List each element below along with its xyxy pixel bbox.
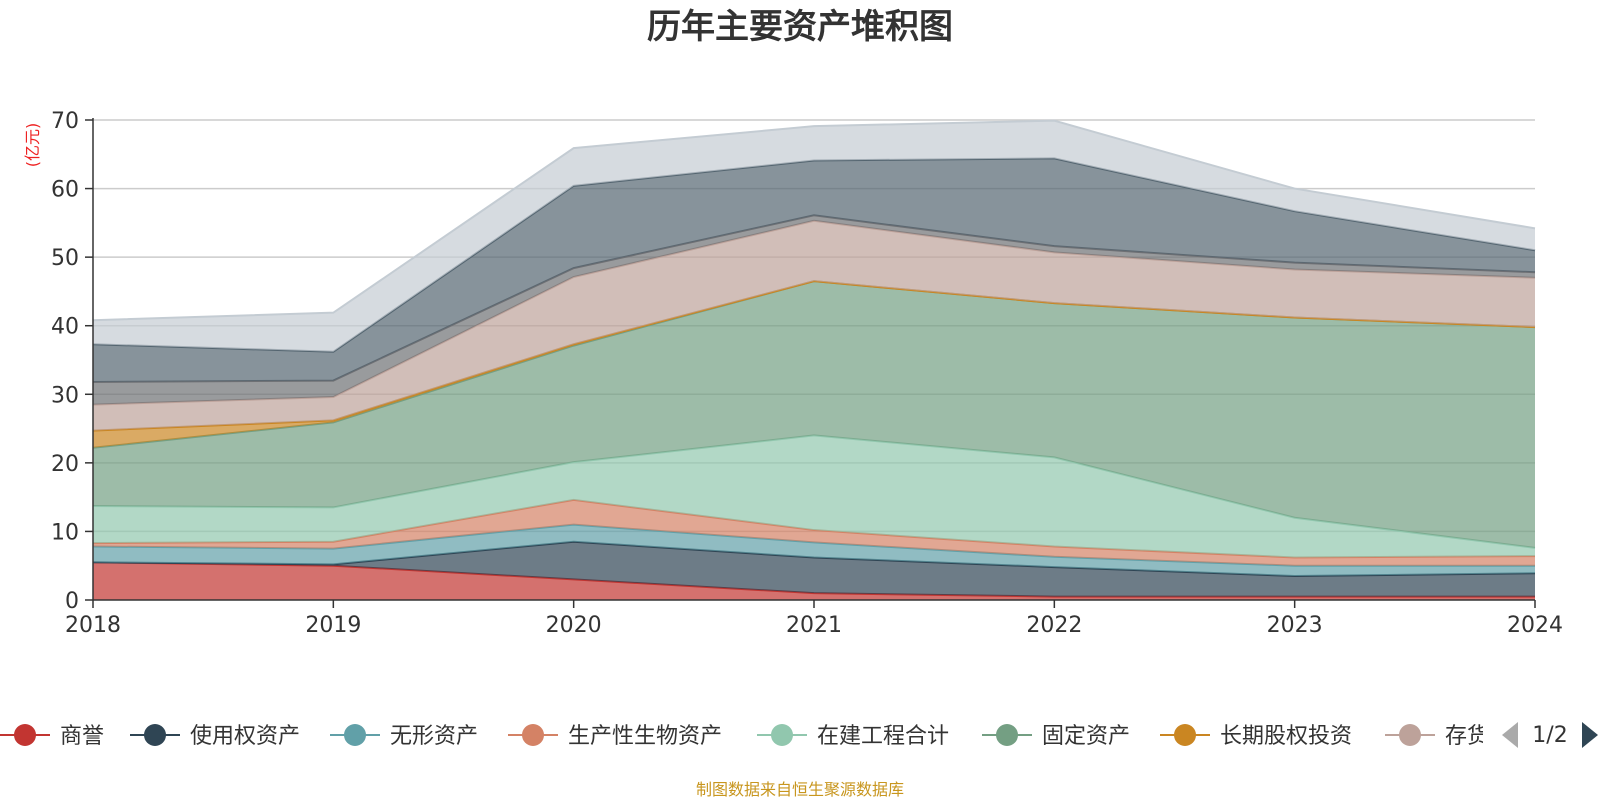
- legend-marker-icon: [344, 724, 366, 746]
- y-tick-label: 50: [51, 246, 79, 271]
- y-tick-label: 40: [51, 315, 79, 340]
- legend-label: 存货: [1445, 724, 1489, 749]
- area-series-0: [93, 562, 1535, 600]
- x-tick-label: 2023: [1267, 613, 1323, 638]
- legend-item-7[interactable]: 存货: [1385, 724, 1489, 749]
- y-tick-label: 30: [51, 383, 79, 408]
- legend-label: 生产性生物资产: [568, 724, 722, 749]
- legend-label: 商誉: [60, 724, 104, 749]
- y-tick-label: 20: [51, 452, 79, 477]
- area-series: [92, 119, 1536, 600]
- area-series-9: [93, 158, 1535, 382]
- legend-item-0[interactable]: 商誉: [0, 724, 104, 749]
- legend-item-2[interactable]: 无形资产: [330, 724, 478, 749]
- legend-label: 固定资产: [1042, 724, 1130, 749]
- x-tick-label: 2019: [305, 613, 361, 638]
- area-series-3: [93, 499, 1535, 566]
- data-source-note: 制图数据来自恒生聚源数据库: [696, 780, 904, 799]
- legend: 商誉 使用权资产 无形资产 生产性生物资产 在建工程合计 固定资产 长期股权投资 存货: [0, 724, 1489, 749]
- legend-page-indicator: 1/2: [1532, 723, 1567, 748]
- legend-label: 在建工程合计: [817, 724, 949, 749]
- legend-marker-icon: [1399, 724, 1421, 746]
- y-tick-label: 0: [65, 589, 79, 614]
- legend-label: 使用权资产: [190, 724, 300, 749]
- legend-label: 长期股权投资: [1220, 724, 1352, 749]
- x-tick-label: 2018: [65, 613, 121, 638]
- legend-label: 无形资产: [390, 724, 478, 749]
- legend-item-4[interactable]: 在建工程合计: [757, 724, 949, 749]
- series-line-10: [92, 119, 1536, 322]
- legend-marker-icon: [14, 724, 36, 746]
- area-series-8: [93, 215, 1535, 405]
- legend-item-6[interactable]: 长期股权投资: [1160, 724, 1352, 749]
- legend-item-1[interactable]: 使用权资产: [130, 724, 300, 749]
- y-axis-unit: (亿元): [23, 123, 42, 168]
- legend-marker-icon: [522, 724, 544, 746]
- legend-marker-icon: [996, 724, 1018, 746]
- area-series-4: [93, 435, 1535, 558]
- series-line-1: [92, 540, 1536, 578]
- legend-next-icon[interactable]: [1582, 722, 1598, 748]
- chart-title: 历年主要资产堆积图: [647, 7, 953, 47]
- legend-marker-icon: [1174, 724, 1196, 746]
- legend-pager: 1/2: [1502, 722, 1598, 748]
- legend-item-3[interactable]: 生产性生物资产: [508, 724, 722, 749]
- area-series-5: [93, 281, 1535, 548]
- legend-marker-icon: [144, 724, 166, 746]
- x-tick-label: 2022: [1026, 613, 1082, 638]
- area-series-1: [93, 541, 1535, 597]
- legend-item-5[interactable]: 固定资产: [982, 724, 1130, 749]
- legend-prev-icon[interactable]: [1502, 722, 1518, 748]
- y-tick-label: 70: [51, 109, 79, 134]
- x-tick-label: 2024: [1507, 613, 1563, 638]
- x-tick-label: 2021: [786, 613, 842, 638]
- area-series-7: [93, 220, 1535, 431]
- y-tick-label: 10: [51, 520, 79, 545]
- legend-marker-icon: [771, 724, 793, 746]
- x-tick-label: 2020: [546, 613, 602, 638]
- y-tick-label: 60: [51, 178, 79, 203]
- area-series-6: [93, 281, 1535, 448]
- axes: 0 10 20 30 40 50 60 70 2018 2019 2020 2021 2022 2023 2…: [51, 109, 1563, 638]
- area-series-10: [93, 120, 1535, 352]
- series-line-6: [92, 280, 1536, 432]
